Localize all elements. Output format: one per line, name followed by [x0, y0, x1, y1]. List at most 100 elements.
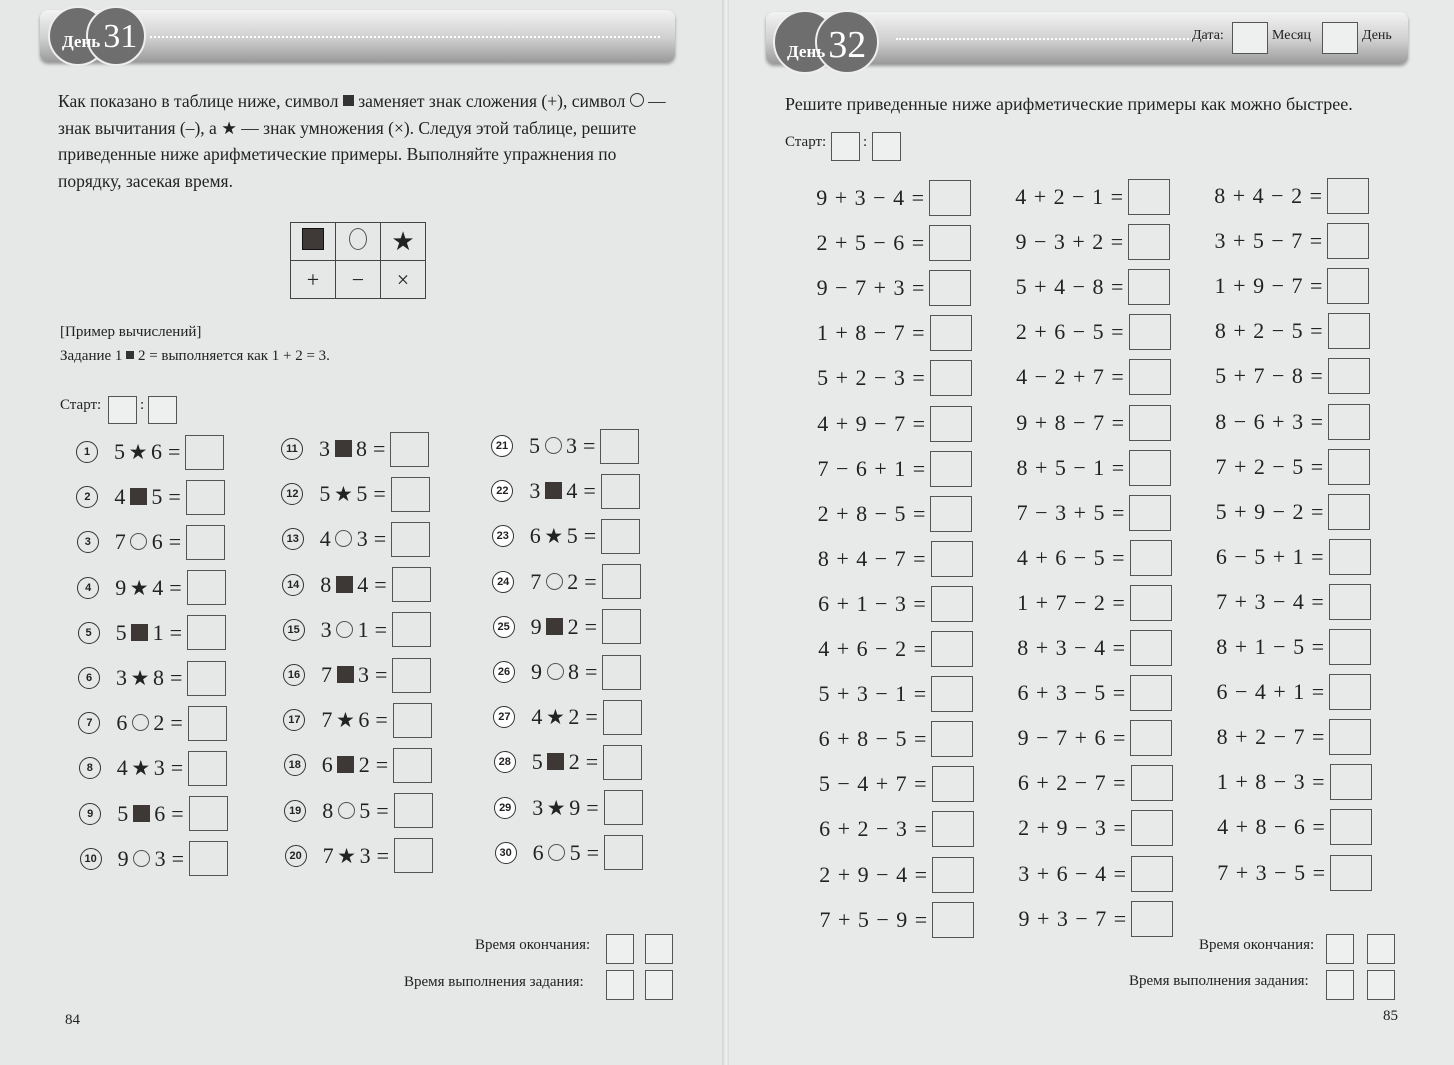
answer-box[interactable] — [1128, 224, 1171, 261]
answer-box[interactable] — [1327, 358, 1370, 395]
operand-a: 5 — [117, 800, 129, 826]
answer-box[interactable] — [929, 360, 972, 397]
duration-hours-box[interactable] — [606, 970, 634, 1000]
end-minutes-box[interactable] — [1367, 934, 1395, 964]
answer-box[interactable] — [600, 428, 640, 464]
operand-a: 9 — [530, 613, 542, 639]
answer-box[interactable] — [1328, 583, 1371, 620]
start-hours-box[interactable] — [108, 396, 137, 424]
end-minutes-box[interactable] — [645, 934, 673, 964]
answer-box[interactable] — [391, 521, 431, 557]
answer-box[interactable] — [390, 476, 430, 512]
answer-box[interactable] — [1128, 314, 1171, 351]
answer-box[interactable] — [390, 431, 430, 467]
answer-box[interactable] — [393, 793, 433, 829]
answer-box[interactable] — [1131, 855, 1173, 892]
answer-box[interactable] — [187, 705, 227, 741]
answer-box[interactable] — [929, 180, 971, 216]
start-hours-box[interactable] — [831, 132, 860, 161]
start-minutes-box[interactable] — [148, 396, 177, 424]
answer-box[interactable] — [929, 315, 972, 352]
answer-box[interactable] — [602, 654, 642, 690]
answer-box[interactable] — [392, 612, 432, 648]
answer-box[interactable] — [1128, 269, 1171, 306]
answer-box[interactable] — [602, 609, 642, 645]
answer-box[interactable] — [930, 450, 973, 487]
date-month-box[interactable] — [1232, 22, 1268, 54]
answer-box[interactable] — [1329, 764, 1372, 801]
answer-box[interactable] — [929, 270, 972, 307]
answer-box[interactable] — [1129, 584, 1172, 621]
answer-box[interactable] — [1327, 178, 1369, 214]
answer-box[interactable] — [929, 225, 972, 262]
answer-box[interactable] — [931, 676, 974, 713]
answer-box[interactable] — [1130, 630, 1172, 666]
answer-box[interactable] — [187, 615, 227, 651]
problem-item: 24 7 2 = — [492, 563, 641, 601]
answer-box[interactable] — [1328, 538, 1371, 575]
answer-box[interactable] — [931, 631, 973, 667]
answer-box[interactable] — [189, 841, 229, 877]
end-hours-box[interactable] — [606, 934, 634, 964]
answer-box[interactable] — [1130, 720, 1173, 757]
answer-box[interactable] — [601, 518, 641, 554]
start-minutes-box[interactable] — [872, 132, 901, 161]
answer-box[interactable] — [392, 657, 432, 693]
answer-box[interactable] — [1128, 359, 1171, 396]
answer-box[interactable] — [1329, 674, 1372, 711]
answer-box[interactable] — [932, 856, 974, 893]
answer-box[interactable] — [394, 838, 434, 874]
answer-box[interactable] — [391, 567, 431, 603]
answer-box[interactable] — [931, 811, 974, 848]
answer-box[interactable] — [393, 747, 433, 783]
answer-box[interactable] — [188, 796, 228, 832]
answer-box[interactable] — [603, 790, 643, 826]
answer-box[interactable] — [1328, 448, 1371, 485]
answer-box[interactable] — [1327, 223, 1370, 260]
end-hours-box[interactable] — [1326, 934, 1354, 964]
answer-box[interactable] — [1328, 403, 1370, 440]
equals-sign: = — [373, 481, 386, 507]
answer-box[interactable] — [392, 702, 432, 738]
answer-box[interactable] — [1329, 809, 1372, 846]
answer-box[interactable] — [1327, 313, 1370, 350]
answer-box[interactable] — [1129, 494, 1172, 531]
answer-box[interactable] — [1129, 404, 1171, 441]
answer-box[interactable] — [1328, 493, 1371, 530]
answer-box[interactable] — [1131, 900, 1174, 937]
answer-box[interactable] — [600, 473, 640, 509]
answer-box[interactable] — [601, 564, 641, 600]
duration-minutes-box[interactable] — [645, 970, 673, 1000]
date-day-box[interactable] — [1322, 22, 1358, 54]
answer-box[interactable] — [1128, 179, 1170, 215]
answer-box[interactable] — [1327, 268, 1370, 305]
answer-box[interactable] — [604, 835, 644, 871]
answer-box[interactable] — [185, 434, 225, 470]
duration-minutes-box[interactable] — [1367, 970, 1395, 1000]
answer-box[interactable] — [185, 479, 225, 515]
answer-box[interactable] — [930, 405, 972, 442]
answer-box[interactable] — [188, 750, 228, 786]
answer-box[interactable] — [930, 585, 973, 622]
answer-box[interactable] — [602, 699, 642, 735]
answer-box[interactable] — [186, 524, 226, 560]
answer-box[interactable] — [1329, 629, 1371, 665]
answer-box[interactable] — [931, 766, 974, 803]
answer-box[interactable] — [186, 570, 226, 606]
answer-box[interactable] — [1130, 765, 1173, 802]
problem-item: 5 + 4 − 8 = — [1014, 268, 1171, 306]
answer-box[interactable] — [1129, 539, 1172, 576]
answer-box[interactable] — [1329, 719, 1372, 756]
answer-box[interactable] — [931, 721, 974, 758]
duration-hours-box[interactable] — [1326, 970, 1354, 1000]
answer-box[interactable] — [1130, 675, 1173, 712]
answer-box[interactable] — [932, 901, 975, 938]
answer-box[interactable] — [187, 660, 227, 696]
answer-box[interactable] — [1129, 449, 1172, 486]
answer-box[interactable] — [930, 540, 973, 577]
operand-b: 8 — [356, 436, 367, 461]
answer-box[interactable] — [603, 744, 643, 780]
answer-box[interactable] — [1130, 810, 1173, 847]
answer-box[interactable] — [1330, 854, 1372, 891]
answer-box[interactable] — [930, 495, 973, 532]
